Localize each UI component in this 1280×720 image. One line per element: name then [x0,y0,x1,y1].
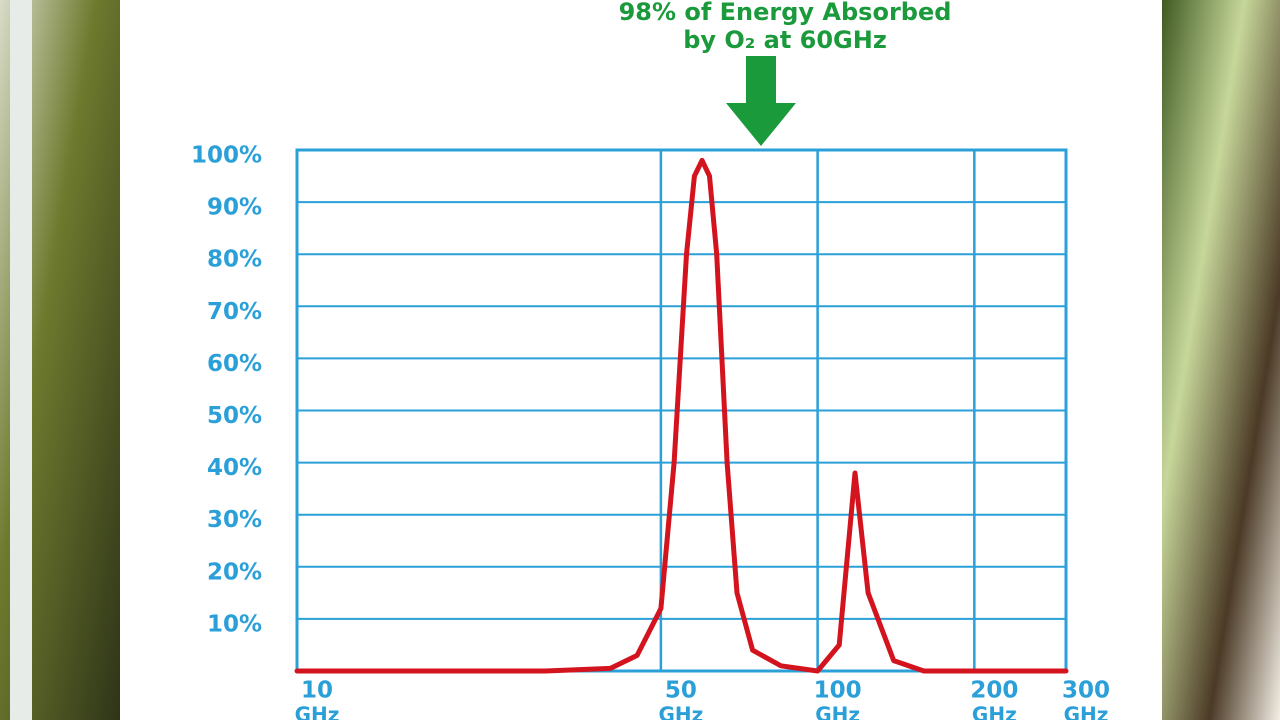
y-tick-label: 80% [207,247,262,273]
x-tick-label: 100 [814,678,862,704]
slide [120,0,1162,720]
x-tick-label: 300 [1062,678,1110,704]
y-tick-label: 40% [207,455,262,481]
plot-frame [295,148,1068,673]
absorption-line [294,157,1069,674]
y-tick-label: 60% [207,351,262,377]
y-tick-label: 90% [207,195,262,221]
x-tick-label: 50 [665,678,697,704]
x-unit-label: GHz [1064,703,1109,720]
annotation-text: 98% of Energy Absorbed [619,0,952,26]
x-unit-label: GHz [972,703,1017,720]
arrow [726,56,796,146]
y-tick-label: 30% [207,507,262,533]
x-unit-label: GHz [295,703,340,720]
y-tick-label: 10% [207,611,262,637]
x-unit-label: GHz [815,703,860,720]
photo-right [1162,0,1280,720]
y-tick-label: 20% [207,559,262,585]
x-tick-label: 200 [970,678,1018,704]
x-tick-label: 10 [301,678,333,704]
window-frame [10,0,32,720]
y-tick-label: 70% [207,299,262,325]
annotation-text: by O₂ at 60GHz [683,26,887,54]
y-tick-label: 50% [207,403,262,429]
y-tick-label: 100% [191,143,262,169]
x-unit-label: GHz [658,703,703,720]
